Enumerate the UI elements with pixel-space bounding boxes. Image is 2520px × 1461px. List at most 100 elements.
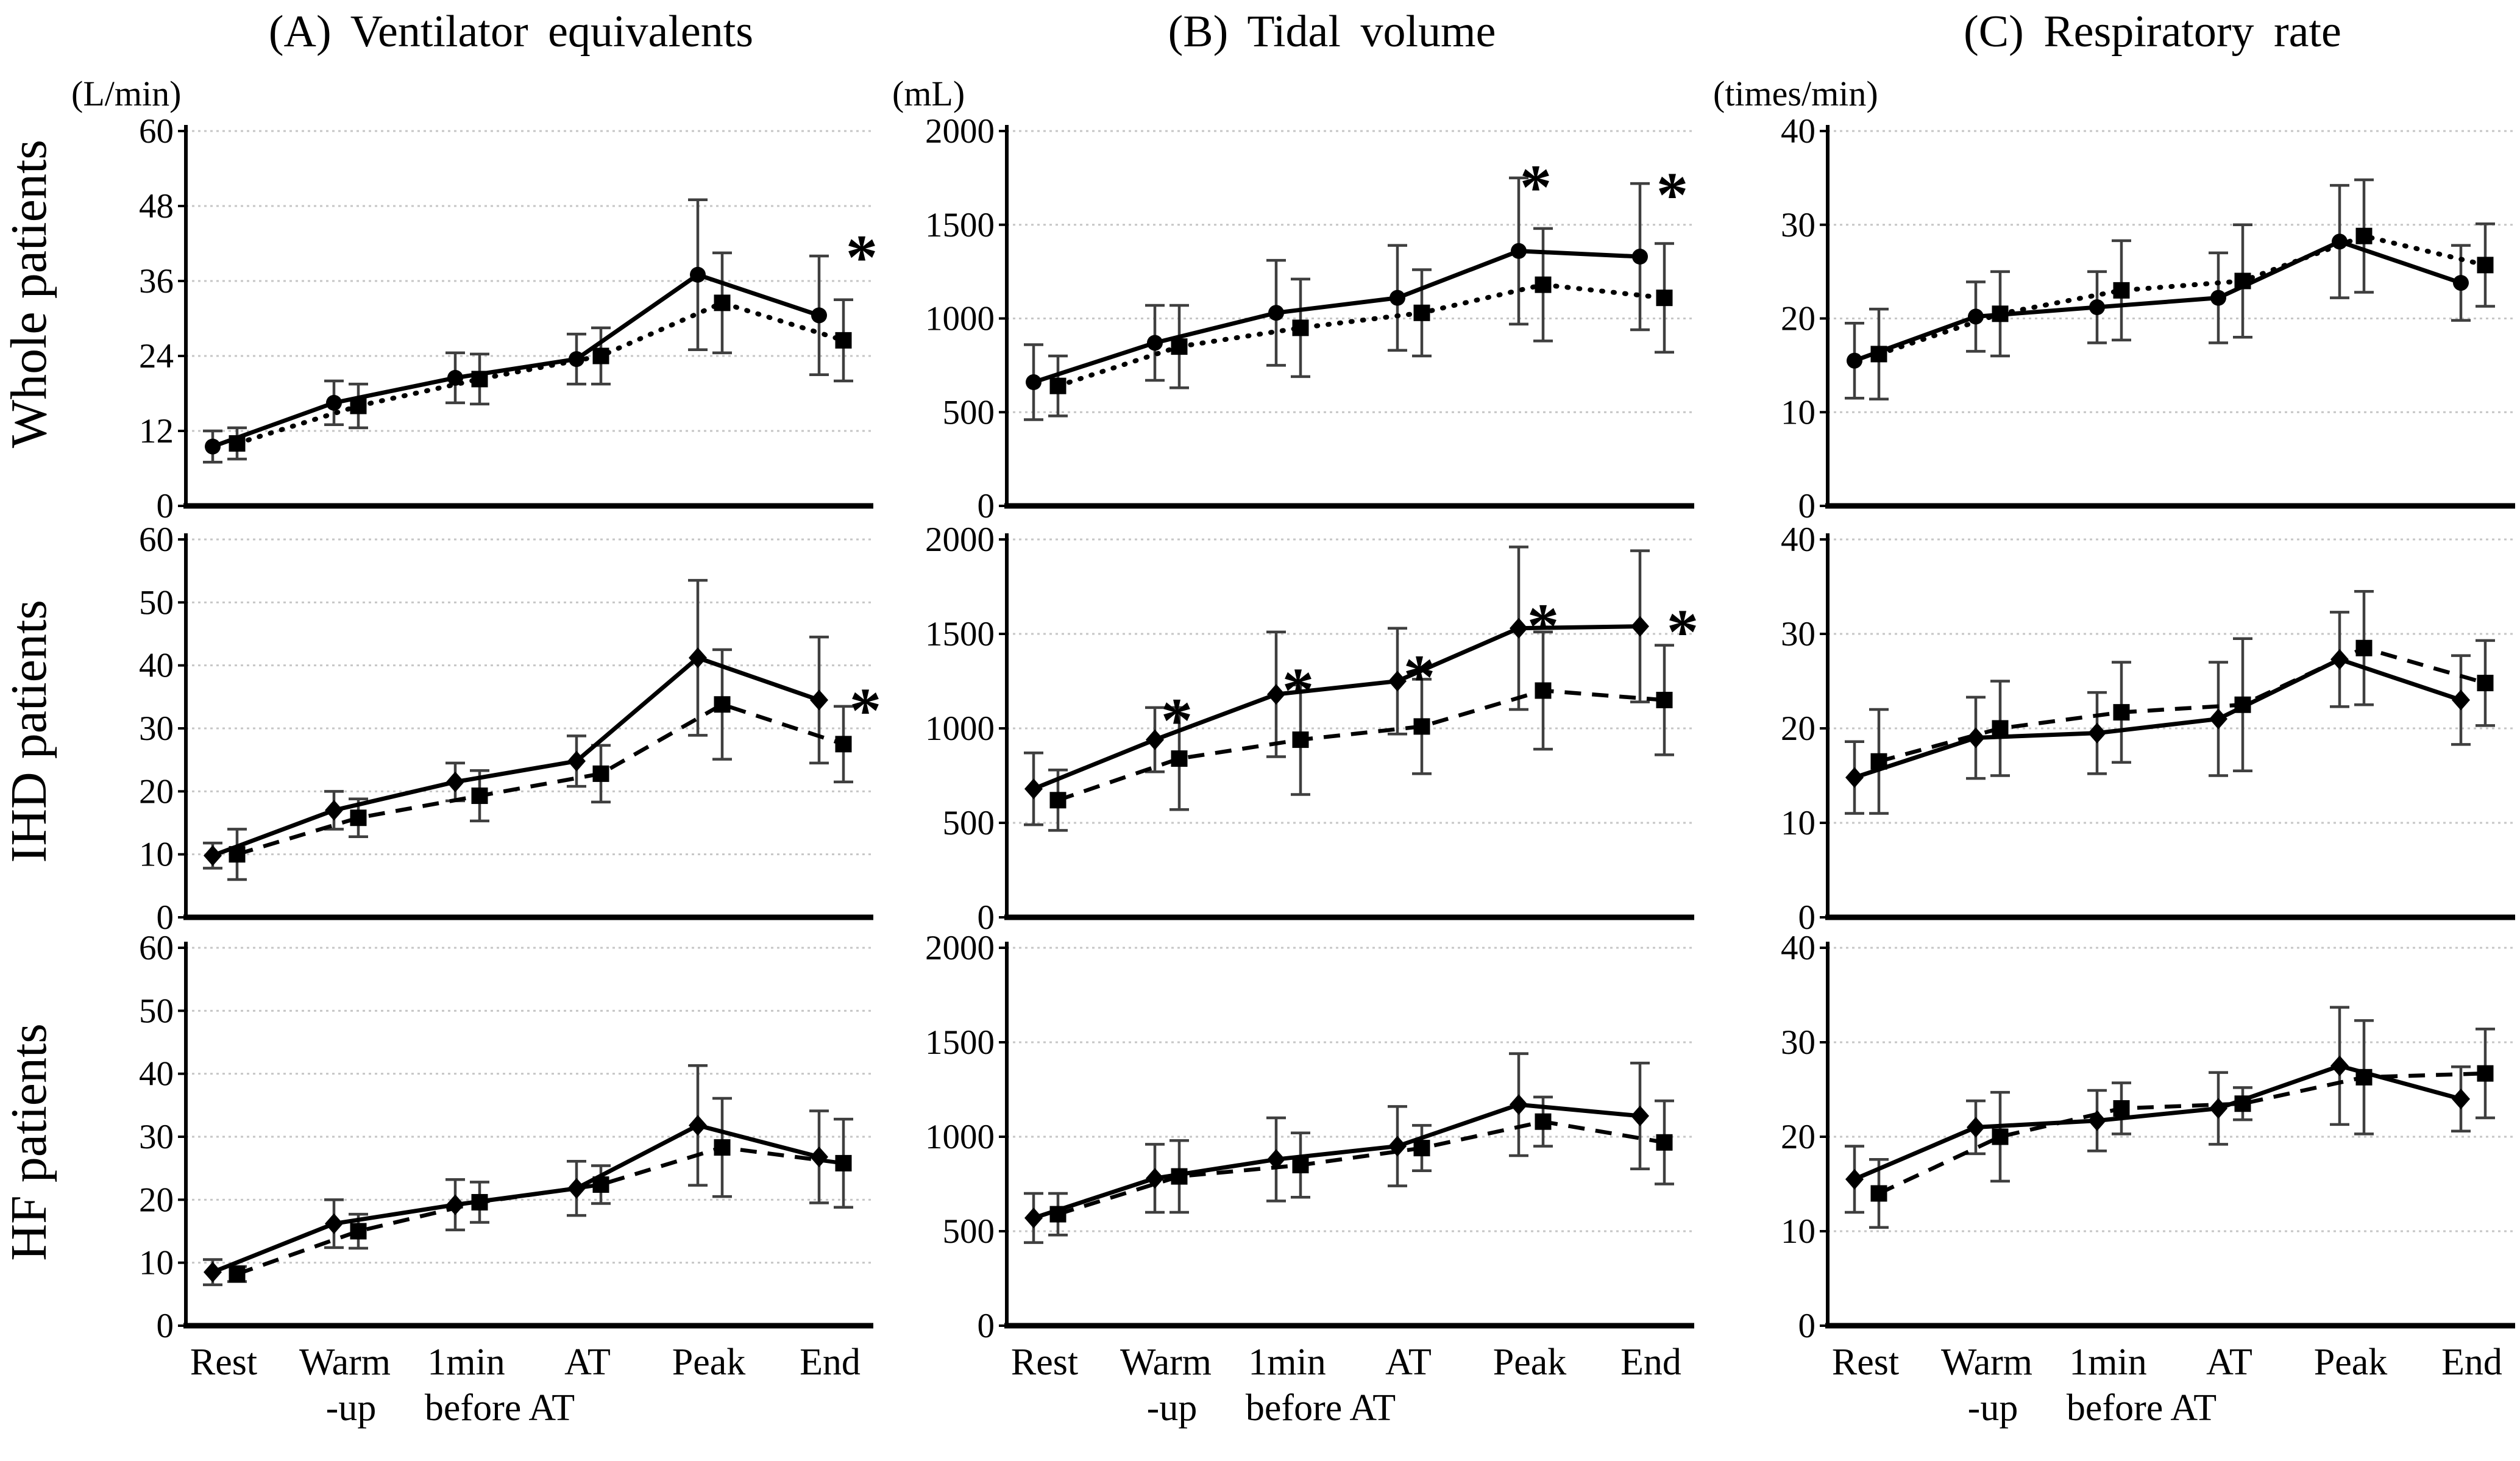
chart-row-whole-patients: Whole patients (L/min) 0 12 24 36 48 60 * (mL) 0…: [0, 64, 2520, 525]
series-line-dashed-series: [1878, 645, 2486, 764]
row-label-hf-patients: HF patients: [0, 1023, 57, 1261]
x-category-label: Rest: [190, 1342, 257, 1383]
square-marker: [2234, 272, 2251, 290]
column-title-c: (C) Respiratory rate: [1964, 6, 2341, 57]
x-category-label: End: [1620, 1342, 1681, 1383]
y-tick-label: 60: [139, 112, 174, 151]
square-marker: [1656, 1134, 1673, 1151]
diamond-marker: [1388, 670, 1407, 692]
y-tick-label: 2000: [925, 112, 995, 151]
panel-C-ihd-patients: 0 10 20 30 40: [1700, 521, 2520, 939]
y-tick-label: 40: [139, 647, 174, 685]
x-category-label: End: [2441, 1342, 2502, 1383]
x-category-label: Warm: [299, 1342, 391, 1383]
square-marker: [2477, 1065, 2494, 1082]
y-tick-label: 24: [139, 337, 174, 375]
panel-A-hf-patients: 0 10 20 30 40 50 60 Rest Warm -up 1min before AT AT P…: [58, 929, 879, 1461]
series-line-dashed-series: [236, 702, 845, 856]
error-bars-solid-series: [1845, 183, 2471, 400]
square-marker: [1535, 1113, 1552, 1130]
significance-asterisk: *: [1520, 151, 1552, 222]
circle-marker: [1268, 305, 1284, 321]
diamond-marker: [2209, 1098, 2227, 1119]
y-tick-label: 0: [157, 1307, 174, 1345]
diamond-marker: [325, 1213, 343, 1234]
y-tick-label: 10: [139, 1244, 174, 1282]
significance-asterisk: *: [850, 675, 882, 746]
y-tick-label: 50: [139, 583, 174, 622]
square-marker: [592, 1176, 609, 1193]
markers-dashed-series: [229, 1139, 852, 1282]
significance-asterisk: *: [1527, 590, 1560, 661]
panel-B-whole-patients: (mL) 0 500 1000 1500 2000 * *: [879, 64, 1700, 525]
diamond-marker: [1024, 1207, 1043, 1229]
x-category-label: AT: [2206, 1342, 2252, 1383]
diamond-marker: [1631, 616, 1649, 637]
y-axis-ticks: 0 10 20 30 40 50 60: [139, 521, 186, 937]
y-tick-label: 20: [1781, 709, 1815, 748]
circle-marker: [1632, 249, 1648, 265]
series-line-solid-series: [1032, 1102, 1641, 1220]
gridlines: [1007, 947, 1695, 1232]
y-tick-label: 1500: [925, 206, 995, 244]
circle-marker: [2332, 233, 2348, 250]
square-marker: [592, 347, 609, 364]
square-marker: [2113, 282, 2130, 299]
diamond-marker: [810, 1146, 828, 1168]
square-marker: [1992, 1128, 2009, 1145]
series-line-solid-series: [1853, 239, 2462, 363]
series-line-dashed-series: [1878, 1071, 2486, 1195]
square-marker: [835, 736, 852, 753]
significance-asterisk: *: [846, 221, 878, 293]
x-category-label: Rest: [1832, 1342, 1899, 1383]
diamond-marker: [689, 647, 707, 669]
markers-dashed-series: [229, 696, 852, 863]
markers-solid-series: [1026, 243, 1648, 391]
square-marker: [471, 371, 488, 388]
square-marker: [835, 1154, 852, 1171]
x-category-label: 1min: [427, 1342, 505, 1383]
square-marker: [1292, 1157, 1309, 1173]
square-marker: [1292, 319, 1309, 336]
square-marker: [1413, 1140, 1430, 1157]
significance-asterisk: *: [1667, 596, 1699, 667]
y-tick-label: 500: [943, 804, 995, 842]
diamond-marker: [567, 1178, 586, 1199]
unit-label: (mL): [892, 74, 965, 113]
y-tick-label: 10: [1781, 1212, 1815, 1251]
circle-marker: [326, 394, 342, 411]
x-category-label: Peak: [2314, 1342, 2388, 1383]
markers-solid-series: [1847, 233, 2469, 369]
circle-marker: [811, 307, 827, 324]
y-tick-label: 60: [139, 521, 174, 559]
y-axis-ticks: 0 10 20 30 40: [1781, 112, 1828, 525]
square-marker: [1413, 304, 1430, 321]
square-marker: [350, 397, 367, 414]
circle-marker: [1147, 335, 1163, 351]
y-tick-label: 0: [157, 487, 174, 525]
square-marker: [592, 765, 609, 782]
y-tick-label: 30: [1781, 615, 1815, 653]
square-marker: [1413, 718, 1430, 735]
series-line-dashed-series: [236, 1145, 844, 1276]
square-marker: [1870, 753, 1887, 770]
y-tick-label: 40: [1781, 929, 1815, 967]
panel-C-whole-patients: (times/min) 0 10 20 30 40: [1700, 64, 2520, 525]
diamond-marker: [204, 845, 222, 866]
y-axis-ticks: 0 10 20 30 40 50 60: [139, 929, 186, 1345]
panel-B-ihd-patients: 0 500 1000 1500 2000 * * * * *: [879, 521, 1700, 939]
square-marker: [471, 787, 488, 805]
markers-dashed-series: [1049, 1113, 1673, 1223]
y-axis-ticks: 0 10 20 30 40: [1781, 521, 1828, 937]
square-marker: [1870, 346, 1887, 363]
square-marker: [2113, 1100, 2130, 1117]
diamond-marker: [1845, 767, 1864, 788]
series-line-solid-series: [1032, 624, 1641, 791]
diamond-marker: [2330, 1055, 2349, 1076]
square-marker: [714, 696, 731, 713]
square-marker: [1656, 692, 1673, 708]
gridlines: [1828, 130, 2516, 413]
error-bars-dashed-series: [1869, 1019, 2495, 1229]
panel-A-whole-patients: (L/min) 0 12 24 36 48 60 *: [58, 64, 879, 525]
